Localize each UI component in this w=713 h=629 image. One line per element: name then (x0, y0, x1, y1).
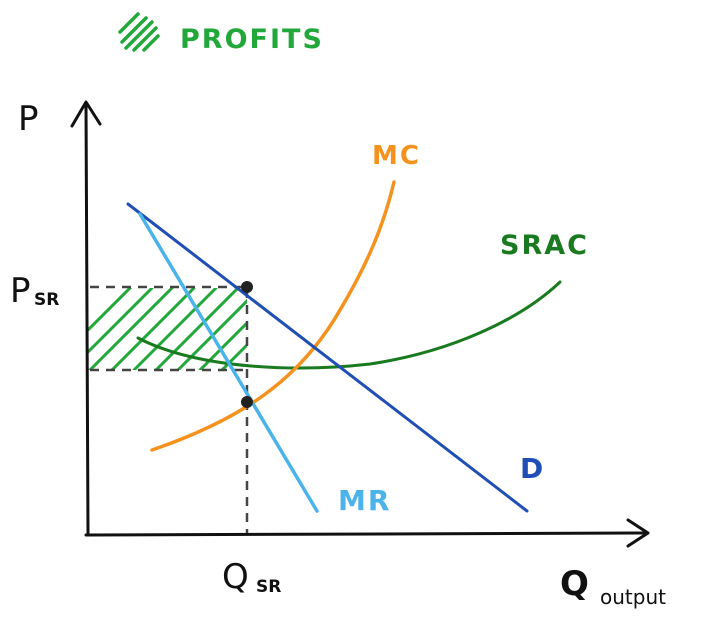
quantity-label-main: Q (222, 557, 249, 597)
quantity-label-sub: SR (256, 577, 281, 597)
mc-label: MC (372, 141, 421, 171)
srac-curve (136, 280, 562, 370)
profit-legend: PROFITS (118, 12, 324, 55)
y-axis-label: P (18, 99, 39, 139)
price-label-main: P (10, 271, 31, 311)
y-axis-arrow (70, 100, 102, 128)
demand-curve (126, 202, 529, 513)
profit-legend-swatch (118, 12, 160, 52)
quantity-label: Q SR (222, 557, 281, 597)
price-label-sub: SR (34, 290, 59, 310)
mr-label: MR (338, 484, 391, 517)
profit-legend-label: PROFITS (180, 24, 324, 55)
x-axis (84, 531, 648, 537)
mc-curve (150, 180, 396, 452)
price-demand-point (241, 281, 253, 293)
axes (70, 100, 650, 548)
x-axis-arrow (626, 518, 650, 548)
x-axis-label-sub: output (600, 585, 666, 609)
price-label: P SR (10, 271, 59, 311)
demand-label: D (520, 452, 543, 485)
mr-mc-intersection-point (241, 396, 253, 408)
guide-lines (90, 285, 249, 533)
x-axis-label: Q output (560, 564, 666, 609)
srac-label: SRAC (500, 230, 589, 261)
x-axis-label-main: Q (560, 564, 589, 604)
mr-curve (138, 212, 319, 513)
y-axis (84, 102, 90, 537)
